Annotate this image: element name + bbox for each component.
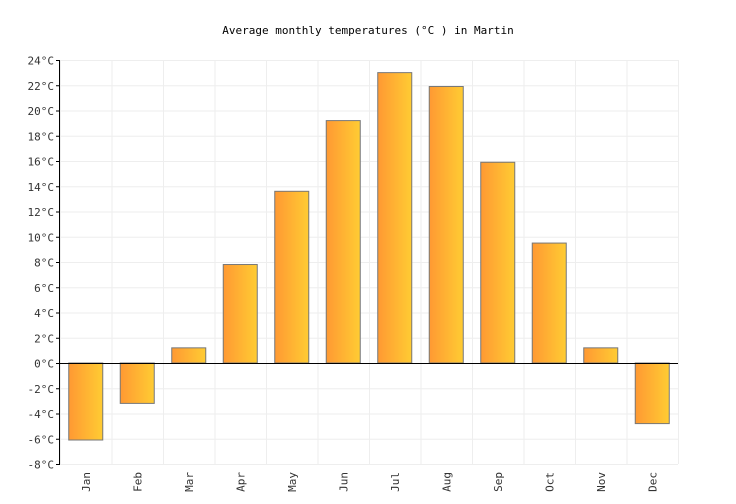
x-tick-label: Jul: [389, 472, 402, 492]
y-tick-label: -2°C: [28, 383, 55, 396]
bar-apr: [222, 264, 258, 364]
y-tick-label: 20°C: [28, 105, 55, 118]
y-tick-label: -4°C: [28, 408, 55, 421]
x-tick-label: Aug: [440, 472, 453, 492]
y-tick-label: 0°C: [34, 358, 54, 371]
bar-dec: [634, 362, 670, 425]
y-tick-label: 2°C: [34, 332, 54, 345]
y-tick-label: 4°C: [34, 307, 54, 320]
y-tick-label: 10°C: [28, 231, 55, 244]
bar-aug: [428, 86, 464, 364]
bar-may: [274, 190, 310, 364]
y-tick-label: 24°C: [28, 55, 55, 68]
y-tick-label: 16°C: [28, 156, 55, 169]
y-tick-label: -6°C: [28, 433, 55, 446]
bar-oct: [531, 242, 567, 364]
y-tick-label: 12°C: [28, 206, 55, 219]
chart-title: Average monthly temperatures (°C ) in Ma…: [222, 24, 513, 37]
y-tick-label: 14°C: [28, 181, 55, 194]
x-tick-label: Feb: [131, 472, 144, 492]
x-tick-label: Dec: [646, 472, 659, 492]
y-tick-label: 6°C: [34, 282, 54, 295]
x-tick-label: Jan: [80, 472, 93, 492]
y-tick-label: 8°C: [34, 257, 54, 270]
x-tick-label: May: [286, 472, 299, 492]
bar-jun: [325, 120, 361, 364]
bar-nov: [583, 347, 619, 364]
x-tick-label: Apr: [234, 472, 247, 492]
bar-jan: [68, 362, 104, 441]
y-tick-label: -8°C: [28, 459, 55, 472]
x-tick-label: Nov: [595, 472, 608, 492]
bar-mar: [171, 347, 207, 364]
bar-sep: [480, 161, 516, 364]
x-tick-label: Oct: [543, 472, 556, 492]
y-tick-label: 18°C: [28, 130, 55, 143]
bar-feb: [119, 362, 155, 404]
x-tick-label: Jun: [337, 472, 350, 492]
x-tick-label: Sep: [492, 472, 505, 492]
bar-jul: [377, 72, 413, 364]
y-tick-label: 22°C: [28, 80, 55, 93]
x-tick-label: Mar: [183, 472, 196, 492]
